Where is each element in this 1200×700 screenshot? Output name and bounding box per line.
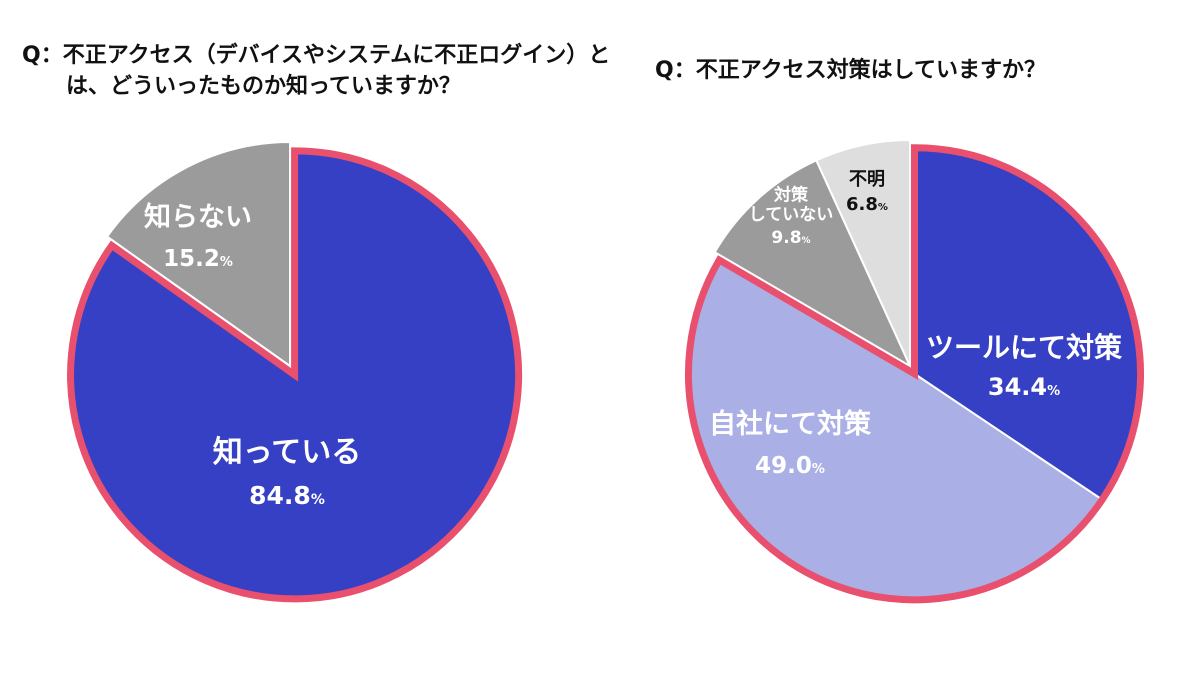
highlight-outline xyxy=(67,147,523,603)
slice-label-不明: 不明 xyxy=(849,169,885,190)
slice-label-知っている: 知っている xyxy=(213,435,362,470)
slice-value-ツールにて対策: 34.4% xyxy=(988,373,1060,401)
slice-value-自社にて対策: 49.0% xyxy=(755,453,825,479)
pie-slice-不明 xyxy=(815,138,911,367)
highlight-outline xyxy=(685,144,1144,604)
pie-slice-知らない xyxy=(105,140,291,368)
slice-label-知らない: 知らない xyxy=(144,202,252,233)
slice-label-ツールにて対策: ツールにて対策 xyxy=(926,331,1122,364)
slice-label-対策していない: 対策していない xyxy=(749,184,834,225)
pie-slice-対策していない xyxy=(713,158,913,369)
slice-value-知っている: 84.8% xyxy=(249,481,325,510)
pie-chart-2: ツールにて対策 34.4% 自社にて対策 49.0% 対策していない 9.8% 不明 6.8% xyxy=(685,138,1144,604)
pie-chart-1: 知っている 84.8% 知らない 15.2% xyxy=(67,140,523,603)
chart-1-title: Q：不正アクセス（デバイスやシステムに不正ログイン）とは、どういったものか知って… xyxy=(22,43,611,99)
slice-value-知らない: 15.2% xyxy=(163,246,233,272)
slice-value-不明: 6.8% xyxy=(846,194,888,215)
slice-label-自社にて対策: 自社にて対策 xyxy=(709,408,872,440)
chart-2-title: Q：不正アクセス対策はしていますか？ xyxy=(655,58,1046,83)
slice-value-対策していない: 9.8% xyxy=(771,228,810,248)
